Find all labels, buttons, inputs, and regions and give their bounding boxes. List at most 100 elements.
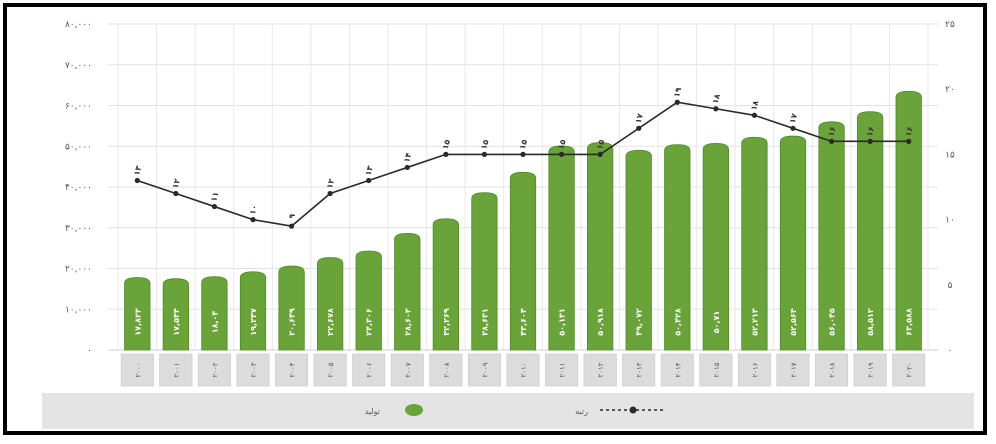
line-point: [288, 223, 295, 229]
x-category-box: [737, 353, 771, 387]
bar: [124, 277, 151, 351]
y-left-tick-label: ۲۰,۰۰۰: [65, 265, 92, 275]
line-point: [134, 177, 140, 184]
bar: [664, 144, 691, 351]
bar-value-label: ۳۸,۶۳۱: [480, 308, 489, 335]
line-point: [520, 151, 526, 157]
bar-value-label: ۴۳,۶۰۴: [519, 308, 528, 336]
y-right-tick-label: ۱۵: [945, 150, 955, 160]
line-point-label: ۱۵: [479, 139, 490, 151]
x-tick-label: ۲۰۰۹: [481, 362, 489, 377]
y-left-tick-label: ۱۰,۰۰۰: [65, 305, 92, 315]
y-right-tick-label: ۵: [948, 281, 953, 291]
x-tick-label: ۲۰۰۵: [327, 362, 335, 377]
legend-band: [42, 393, 974, 429]
legend-line-marker: [629, 406, 637, 414]
x-tick-label: ۲۰۱۱: [559, 362, 567, 377]
x-tick-label: ۲۰۱۸: [829, 362, 837, 377]
bar: [509, 171, 537, 351]
y-axis-right: ۰ ۵ ۱۰ ۱۵ ۲۰ ۲۵: [945, 20, 955, 356]
x-tick-label: ۲۰۰۱: [173, 362, 181, 377]
x-tick-label: ۲۰۰۶: [366, 362, 374, 377]
x-tick-label: ۲۰۱۹: [867, 362, 875, 377]
bar: [587, 142, 614, 351]
bar: [471, 192, 498, 351]
x-tick-label: ۲۰۱۵: [713, 362, 721, 377]
x-category-box: [159, 353, 193, 387]
line-point-label: ۱۴: [402, 152, 413, 164]
x-category-box: [815, 353, 849, 387]
line-point-label: ۱۸: [749, 99, 760, 111]
x-tick-label: ۲۰۰۳: [250, 362, 258, 377]
bar: [702, 142, 729, 351]
bar-value-label: ۱۸,۰۴: [210, 311, 219, 334]
legend-bar-swatch: [405, 404, 423, 416]
bar: [895, 90, 922, 351]
line-point-label: ۱۵: [595, 139, 606, 151]
x-category-box: [467, 353, 501, 387]
bar: [162, 278, 189, 351]
bar-value-label: ۵۰,۱۳۱: [558, 308, 567, 335]
line-point-label: ۱۵: [556, 139, 567, 151]
bar-value-label: ۵۸,۵۱۲: [866, 308, 875, 336]
bar-value-label: ۵۰,۷۱: [712, 311, 721, 334]
x-category-box: [699, 353, 733, 387]
y-left-tick-label: ۰: [87, 346, 92, 356]
x-category-box: [275, 353, 309, 387]
x-tick-label: ۲۰۲۰: [906, 362, 914, 377]
x-category-box: [390, 353, 424, 387]
bar-value-label: ۲۴,۳۰۶: [365, 308, 374, 336]
y-right-tick-label: ۲۵: [945, 20, 955, 30]
x-tick-label: ۲۰۱۴: [674, 362, 682, 377]
x-category-box: [352, 353, 386, 387]
line-point-label: ۹: [287, 213, 297, 220]
line-point: [366, 177, 372, 184]
legend-line-label: رتبه: [575, 407, 588, 416]
line-point: [173, 190, 179, 197]
bar: [239, 271, 267, 351]
x-category-box: [506, 353, 540, 387]
x-axis: ۲۰۰۰ ۲۰۰۱ ۲۰۰۲ ۲۰۰۳ ۲۰۰۴ ۲۰۰۵ ۲۰۰۶ ۲۰۰۷ ۲۰۰۸ ۲۰۰۹…: [120, 353, 926, 387]
bar-series: ۱۷,۸۲۳ ۱۷,۵۴۴ ۱۸,۰۴ ۱۹,۲۳۷ ۲۰,۶۴۹ ۲۲,۶۷۸ ۲۴,۳۰…: [124, 90, 922, 351]
y-right-tick-label: ۱۰: [945, 216, 955, 226]
line-point: [828, 138, 835, 144]
line-point-label: ۱۸: [711, 93, 722, 105]
x-category-box: [853, 353, 887, 387]
bar-value-label: ۱۷,۵۴۴: [172, 308, 181, 336]
x-tick-label: ۲۰۱۶: [751, 362, 759, 377]
x-category-box: [429, 353, 463, 387]
bar: [741, 136, 768, 351]
bar: [625, 149, 652, 351]
x-category-box: [197, 353, 231, 387]
line-point-label: ۱۷: [788, 112, 799, 124]
x-category-box: [313, 353, 347, 387]
bar-value-label: ۵۲,۲۱۳: [750, 308, 759, 336]
bar: [432, 218, 459, 351]
line-point: [250, 217, 256, 223]
y-left-tick-label: ۵۰,۰۰۰: [65, 142, 92, 152]
y-left-tick-label: ۴۰,۰۰۰: [65, 183, 92, 193]
x-category-box: [892, 353, 926, 387]
y-left-tick-label: ۳۰,۰۰۰: [65, 224, 92, 234]
line-point: [790, 125, 796, 131]
line-point-label: ۱۷: [634, 112, 645, 124]
bar-value-label: ۱۷,۸۲۳: [133, 308, 142, 336]
x-tick-label: ۲۰۰۲: [211, 362, 219, 377]
x-tick-label: ۲۰۰۴: [289, 362, 297, 377]
line-point: [867, 138, 873, 144]
bar-value-label: ۴۹,۰۷۲: [635, 308, 644, 336]
legend: تولید رتبه: [365, 404, 666, 416]
bar-value-label: ۳۲,۲۶۹: [442, 308, 451, 336]
x-category-box: [776, 353, 810, 387]
bar: [857, 111, 884, 351]
y-left-tick-label: ۶۰,۰۰۰: [65, 102, 92, 112]
line-point-label: ۱۳: [364, 165, 375, 177]
line-point-label: ۱۶: [865, 125, 876, 137]
x-tick-label: ۲۰۱۳: [636, 362, 644, 377]
line-point: [906, 138, 912, 144]
y-right-tick-label: ۲۰: [945, 85, 955, 95]
bar-value-label: ۶۳,۵۸۸: [905, 308, 914, 336]
bar: [394, 233, 421, 351]
x-category-box: [545, 353, 579, 387]
